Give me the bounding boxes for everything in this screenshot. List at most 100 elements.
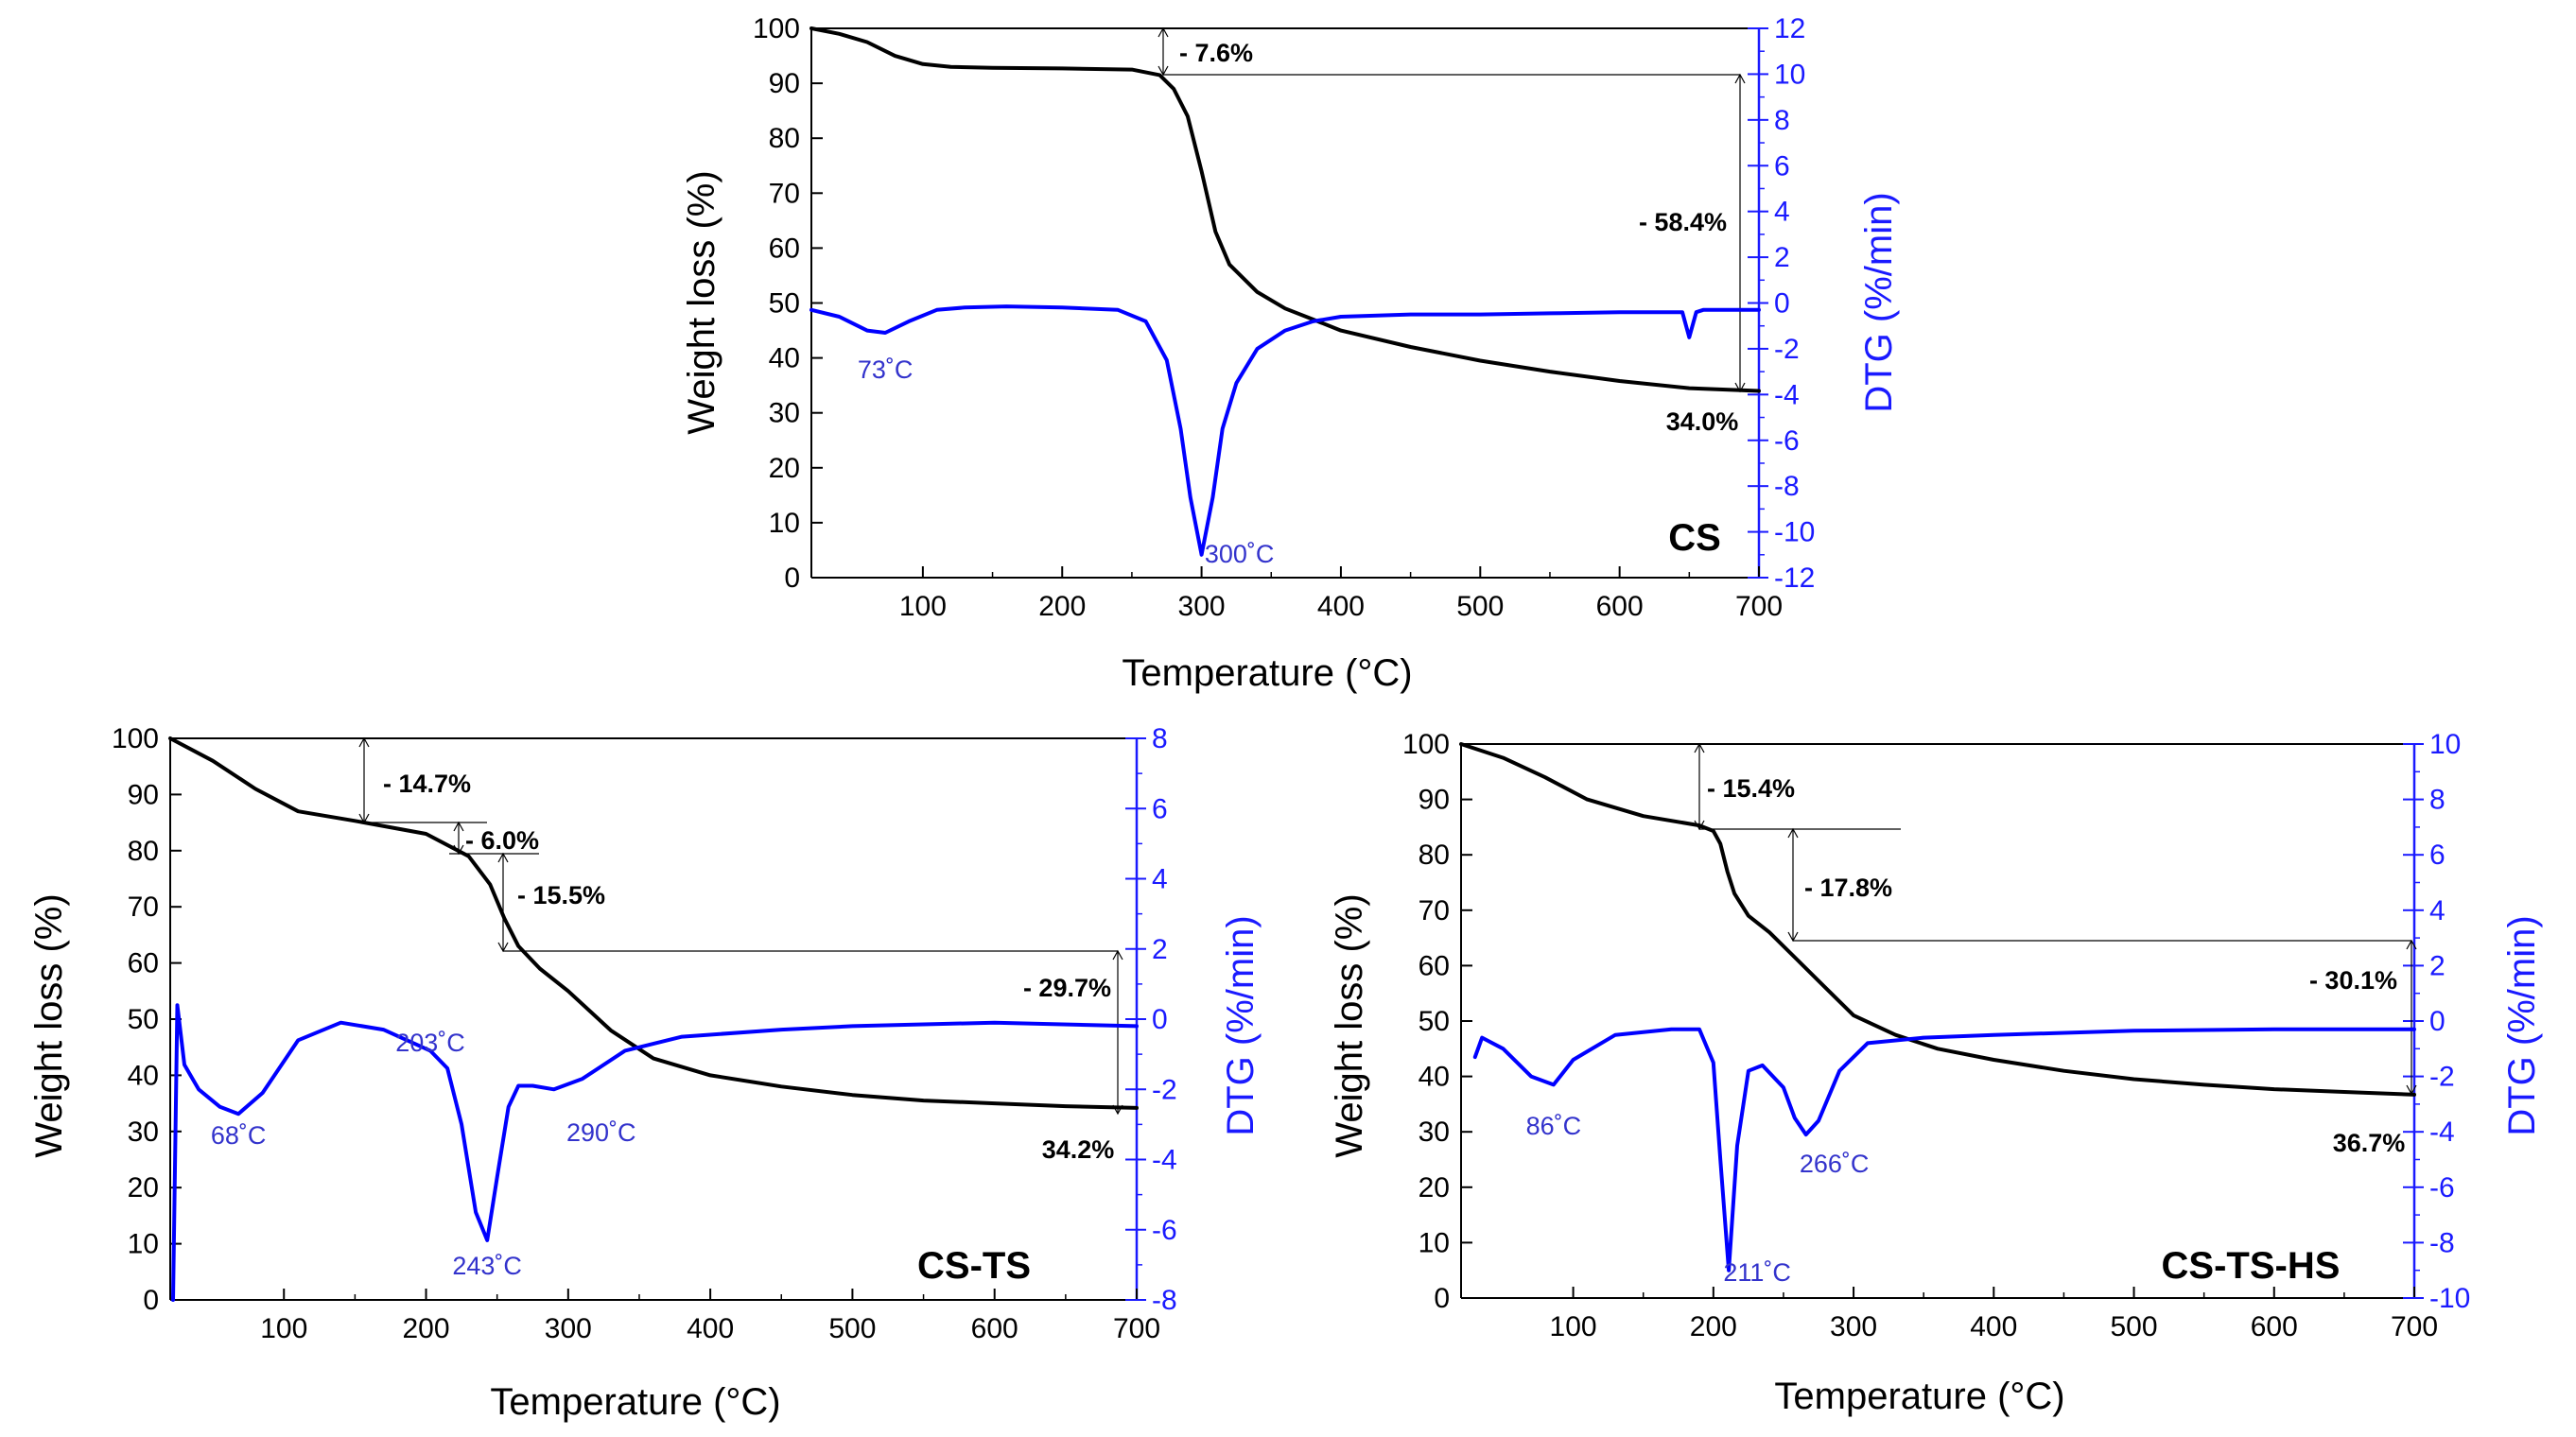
y-right-tick-label: -12 <box>1774 563 1815 594</box>
y-right-tick-label: 10 <box>2429 729 2461 760</box>
y-left-tick-label: 80 <box>769 123 800 154</box>
dtg-peak-label: 68˚C <box>211 1121 267 1150</box>
y-right-tick-label: -4 <box>1152 1145 1177 1176</box>
x-tick-label: 600 <box>1596 591 1644 622</box>
y-left-tick-label: 60 <box>769 233 800 264</box>
y-right-axis-title: DTG (%/min) <box>2501 915 2543 1135</box>
y-right-tick-label: -10 <box>1774 517 1815 548</box>
x-tick-label: 100 <box>1550 1311 1597 1342</box>
y-right-tick-label: -4 <box>2429 1117 2455 1148</box>
x-tick-label: 700 <box>2391 1311 2438 1342</box>
y-left-tick-label: 30 <box>128 1117 159 1148</box>
weight-loss-annotation: - 7.6% <box>1179 39 1253 67</box>
x-tick-label: 200 <box>1690 1311 1737 1342</box>
y-right-tick-label: -4 <box>1774 379 1800 410</box>
chart-cs-ts: 100 200 300 400 500 600 7000102030405060708090… <box>28 723 1262 1423</box>
y-left-tick-label: 70 <box>1419 895 1450 926</box>
weight-loss-annotation: - 29.7% <box>1023 974 1111 1002</box>
weight-loss-annotation: - 17.8% <box>1804 874 1892 902</box>
y-left-tick-label: 20 <box>769 453 800 484</box>
y-left-tick-label: 90 <box>128 779 159 810</box>
y-left-tick-label: 70 <box>769 178 800 209</box>
weight-loss-annotation: - 30.1% <box>2309 966 2397 995</box>
x-tick-label: 100 <box>260 1313 307 1344</box>
weight-loss-annotation: 34.0% <box>1666 407 1739 436</box>
y-right-tick-label: 4 <box>1152 864 1168 895</box>
weight-loss-annotation: - 14.7% <box>383 770 471 798</box>
x-tick-label: 700 <box>1113 1313 1160 1344</box>
x-axis-title: Temperature (°C) <box>1774 1376 2064 1417</box>
y-right-tick-label: 8 <box>2429 785 2445 816</box>
chart-title: CS <box>1668 517 1721 559</box>
y-left-tick-label: 30 <box>769 398 800 429</box>
y-left-tick-label: 40 <box>769 343 800 374</box>
y-left-axis-title: Weight loss (%) <box>1329 893 1370 1157</box>
y-left-tick-label: 10 <box>769 508 800 539</box>
y-right-tick-label: 6 <box>1774 150 1790 182</box>
y-right-tick-label: 2 <box>1152 934 1168 965</box>
weight-loss-curve <box>809 26 1761 393</box>
chart-cs-ts-hs: 100 200 300 400 500 600 7000102030405060708090… <box>1329 729 2543 1417</box>
dtg-peak-label: 203˚C <box>395 1029 465 1057</box>
dtg-curve <box>171 1003 1139 1302</box>
arrowhead-up <box>1734 73 1746 84</box>
x-tick-label: 200 <box>402 1313 449 1344</box>
x-tick-label: 600 <box>971 1313 1018 1344</box>
y-right-axis-title: DTG (%/min) <box>1220 915 1262 1135</box>
y-right-tick-label: 0 <box>1152 1004 1168 1035</box>
x-tick-label: 700 <box>1735 591 1783 622</box>
y-right-tick-label: 6 <box>1152 793 1168 824</box>
arrowhead-up <box>2406 939 2417 950</box>
dtg-peak-label: 211˚C <box>1723 1258 1791 1287</box>
chart-cs: 100 200 300 400 500 600 7000102030405060708090… <box>681 13 1900 694</box>
arrowhead-up <box>358 736 370 748</box>
x-axis-title: Temperature (°C) <box>490 1381 780 1423</box>
x-tick-label: 200 <box>1038 591 1086 622</box>
y-left-axis-title: Weight loss (%) <box>681 170 722 434</box>
y-right-tick-label: -10 <box>2429 1283 2470 1314</box>
dtg-curve <box>809 304 1761 557</box>
x-axis-title: Temperature (°C) <box>1122 652 1412 694</box>
y-left-tick-label: 80 <box>1419 840 1450 871</box>
x-tick-label: 400 <box>1317 591 1365 622</box>
weight-loss-curve <box>1459 742 2416 1097</box>
y-right-tick-label: -6 <box>1774 425 1800 457</box>
y-right-tick-label: -6 <box>2429 1172 2455 1203</box>
y-left-tick-label: 90 <box>1419 785 1450 816</box>
y-left-tick-label: 50 <box>1419 1006 1450 1037</box>
x-tick-label: 500 <box>2110 1311 2157 1342</box>
y-right-tick-label: -2 <box>1774 334 1800 365</box>
y-right-tick-label: 0 <box>2429 1006 2445 1037</box>
x-tick-label: 300 <box>1178 591 1226 622</box>
dtg-peak-label: 243˚C <box>452 1252 522 1280</box>
x-tick-label: 100 <box>899 591 947 622</box>
dtg-curve <box>1472 1027 2416 1273</box>
arrowhead-up <box>497 852 509 863</box>
y-right-tick-label: -2 <box>1152 1074 1177 1105</box>
y-left-tick-label: 100 <box>1402 729 1450 760</box>
y-right-tick-label: 2 <box>1774 242 1790 273</box>
y-left-tick-label: 0 <box>784 563 800 594</box>
dtg-peak-label: 300˚C <box>1205 540 1275 568</box>
y-right-tick-label: 8 <box>1774 105 1790 136</box>
y-left-tick-label: 90 <box>769 68 800 99</box>
x-tick-label: 600 <box>2251 1311 2298 1342</box>
x-tick-label: 500 <box>1456 591 1504 622</box>
y-left-tick-label: 0 <box>1434 1283 1450 1314</box>
x-tick-label: 500 <box>828 1313 876 1344</box>
weight-loss-annotation: 34.2% <box>1042 1135 1115 1164</box>
weight-loss-annotation: - 15.5% <box>517 881 605 909</box>
y-left-tick-label: 20 <box>1419 1172 1450 1203</box>
arrowhead-up <box>1694 742 1705 753</box>
y-left-tick-label: 70 <box>128 892 159 923</box>
x-tick-label: 300 <box>1830 1311 1877 1342</box>
arrowhead-down <box>1157 65 1169 77</box>
weight-loss-annotation: - 58.4% <box>1639 208 1727 236</box>
y-left-tick-label: 60 <box>128 948 159 979</box>
dtg-peak-label: 86˚C <box>1526 1112 1582 1140</box>
y-right-tick-label: -2 <box>2429 1062 2455 1093</box>
x-tick-label: 300 <box>545 1313 592 1344</box>
y-left-tick-label: 0 <box>143 1285 159 1316</box>
arrowhead-up <box>1787 827 1799 839</box>
